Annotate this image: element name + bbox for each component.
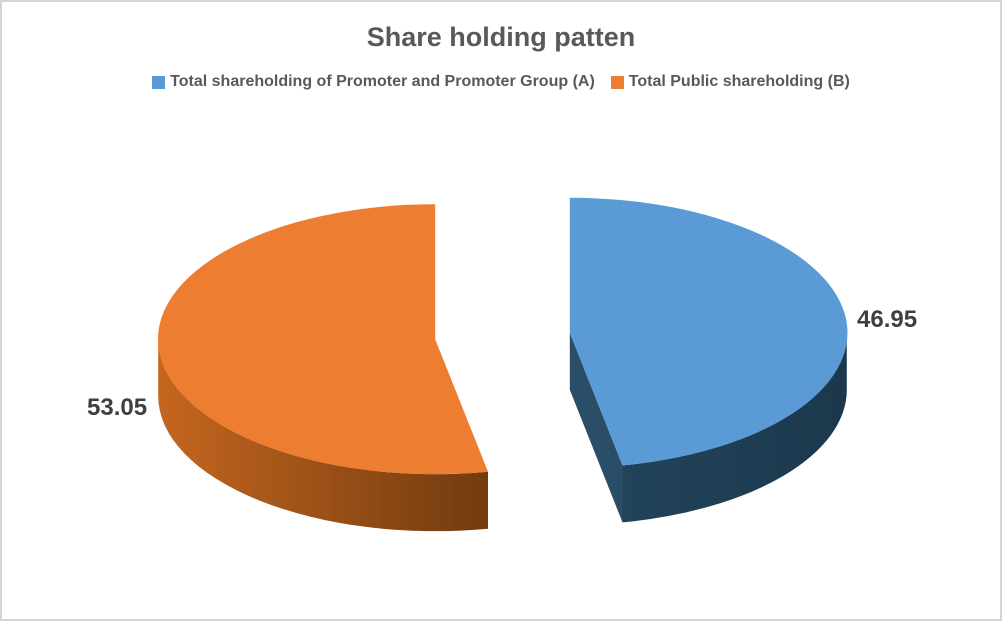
legend-item-public: Total Public shareholding (B) [610, 73, 850, 91]
legend-label-promoter: Total shareholding of Promoter and Promo… [170, 73, 595, 90]
pie-slice-promoter-group-a-cut-face [569, 332, 623, 523]
data-label-promoter: 46.95 [857, 306, 918, 333]
legend-swatch-blue-icon [152, 75, 166, 89]
pie-slice-public-b-rim-face [158, 339, 488, 532]
data-label-public: 53.05 [87, 394, 148, 421]
pie-slice-public-b [157, 204, 488, 475]
legend-swatch-orange-icon [610, 75, 624, 89]
pie-slice-promoter-group-a [569, 197, 848, 466]
legend-label-public: Total Public shareholding (B) [628, 73, 850, 90]
pie-slice-promoter-group-a-rim-face [622, 332, 847, 523]
legend: Total shareholding of Promoter and Promo… [2, 73, 1000, 91]
chart-title: Share holding patten [366, 22, 636, 52]
legend-item-promoter: Total shareholding of Promoter and Promo… [152, 73, 595, 91]
